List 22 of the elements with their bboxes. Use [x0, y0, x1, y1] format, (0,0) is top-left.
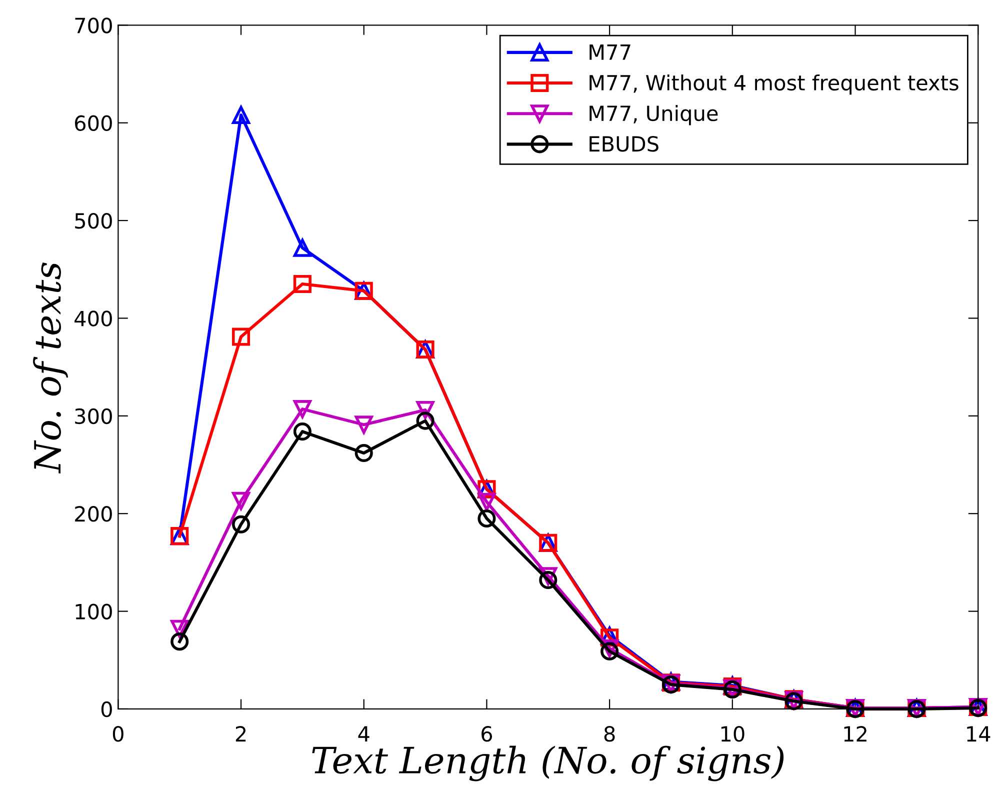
y-tick-label: 400	[74, 310, 112, 326]
legend-label: EBUDS	[590, 136, 658, 152]
x-tick-label: 8	[604, 726, 615, 742]
y-tick-label: 0	[101, 701, 112, 718]
legend-label: M77	[590, 44, 630, 60]
x-tick-label: 4	[358, 726, 370, 742]
y-tick-label: 200	[75, 506, 112, 522]
y-tick-label: 100	[76, 604, 112, 620]
x-axis-title: Text Length (No. of signs)	[312, 746, 784, 782]
legend-label: M77, Without 4 most frequent texts	[590, 74, 958, 95]
x-tick-label: 0	[112, 726, 124, 742]
y-tick-label: 500	[75, 212, 112, 229]
y-tick-label: 600	[74, 115, 112, 132]
y-tick-label: 700	[75, 18, 112, 34]
y-axis-title: No. of texts	[33, 262, 68, 474]
y-tick-label: 300	[75, 408, 112, 424]
x-tick-label: 2	[236, 726, 246, 742]
x-tick-label: 10	[721, 726, 744, 742]
x-tick-label: 6	[482, 726, 492, 742]
x-tick-label: 14	[967, 726, 990, 742]
x-tick-label: 12	[844, 726, 866, 742]
legend-label: M77, Unique	[590, 105, 718, 126]
